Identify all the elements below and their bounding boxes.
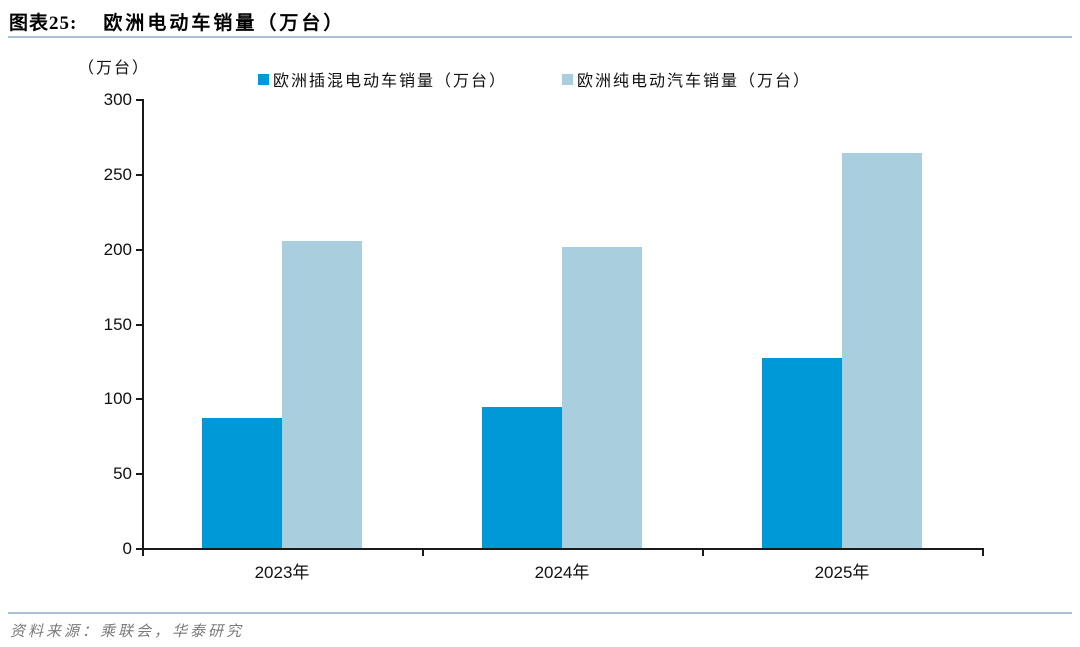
y-axis-tick — [136, 398, 142, 401]
y-axis-tick — [136, 99, 142, 101]
legend-entry-0: 欧洲插混电动车销量（万台） — [258, 67, 507, 91]
legend-swatch-icon — [258, 73, 269, 85]
y-axis-tick — [136, 473, 142, 476]
y-tick-label: 150 — [103, 314, 132, 334]
x-axis-tick — [702, 550, 704, 556]
bar-bev-2023年 — [282, 241, 362, 548]
y-axis-tick — [136, 173, 142, 176]
bar-bev-2025年 — [842, 152, 922, 548]
legend-swatch-icon — [562, 73, 574, 85]
figure-title: 欧洲电动车销量（万台） — [103, 13, 346, 34]
legend-entry-1: 欧洲纯电动汽车销量（万台） — [562, 67, 811, 91]
y-tick-label: 250 — [103, 164, 132, 184]
x-axis-line — [142, 548, 984, 550]
y-axis-line — [142, 99, 144, 550]
y-axis-tick — [136, 548, 142, 550]
y-axis-tick — [136, 323, 142, 326]
bar-phev-2023年 — [202, 417, 282, 548]
legend-label: 欧洲纯电动汽车销量（万台） — [577, 73, 812, 90]
source-attribution: 资料来源：乘联会，华泰研究 — [10, 624, 245, 640]
bar-bev-2024年 — [562, 247, 642, 548]
figure-number-label: 图表25: — [9, 13, 78, 34]
x-axis-tick — [982, 550, 984, 556]
y-tick-label: 50 — [113, 464, 132, 484]
figure-header: 图表25: 欧洲电动车销量（万台） — [9, 8, 345, 35]
y-tick-label: 0 — [122, 539, 132, 558]
y-axis-unit-label: （万台） — [78, 60, 151, 77]
y-tick-label: 200 — [103, 239, 132, 259]
bar-phev-2025年 — [762, 357, 842, 548]
footer-divider-line — [8, 612, 1072, 614]
x-axis-tick — [422, 550, 424, 556]
title-divider-line — [8, 36, 1072, 38]
x-category-label: 2025年 — [814, 563, 870, 582]
x-category-label: 2023年 — [254, 563, 310, 582]
y-tick-label: 300 — [103, 90, 132, 109]
legend-label: 欧洲插混电动车销量（万台） — [273, 73, 508, 90]
chart-legend: 欧洲插混电动车销量（万台） 欧洲纯电动汽车销量（万台） — [258, 67, 811, 91]
x-category-label: 2024年 — [534, 563, 590, 582]
x-axis-tick — [142, 550, 144, 556]
y-axis-tick — [136, 248, 142, 251]
y-tick-label: 100 — [103, 389, 132, 409]
bar-phev-2024年 — [482, 407, 562, 548]
